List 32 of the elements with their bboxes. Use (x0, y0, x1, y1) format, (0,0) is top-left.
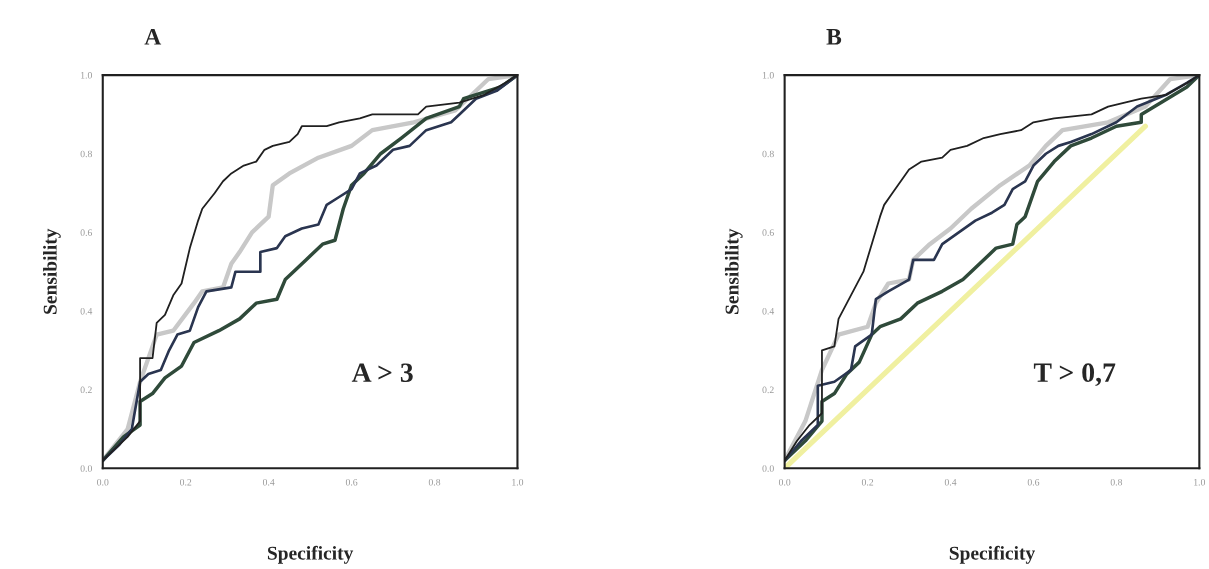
x-tick-label: 0.4 (262, 478, 275, 486)
x-axis-title: Specificity (267, 545, 354, 564)
y-tick-label: 0.8 (762, 150, 774, 158)
chart-title: B (826, 29, 842, 45)
y-tick-label: 0.0 (80, 465, 92, 472)
y-tick-label: 0.6 (762, 229, 774, 236)
x-tick-label: 0.2 (861, 478, 874, 486)
x-tick-label: 0.6 (1027, 478, 1040, 486)
x-tick-label: 1.0 (512, 478, 524, 486)
y-tick-label: 0.2 (80, 386, 92, 394)
x-tick-label: 0.4 (944, 478, 957, 486)
chart-title: A (144, 28, 162, 45)
x-tick-label: 0.8 (428, 478, 441, 486)
x-tick-label: 0.2 (180, 478, 192, 486)
x-tick-label: 0.0 (97, 478, 109, 486)
x-tick-label: 0.0 (778, 478, 791, 486)
annotation: T > 0,7 (1033, 363, 1116, 387)
y-tick-label: 1.0 (81, 72, 92, 79)
annotation: A > 3 (351, 363, 413, 383)
y-tick-label: 0.4 (762, 307, 775, 315)
y-tick-label: 0.0 (762, 465, 774, 472)
y-tick-label: 1.0 (762, 72, 774, 79)
y-axis-title: Sensibility (724, 228, 743, 314)
x-tick-label: 0.6 (345, 478, 358, 486)
y-tick-label: 0.4 (80, 307, 93, 315)
y-tick-label: 0.8 (80, 150, 92, 158)
x-tick-label: 0.8 (1110, 478, 1123, 486)
x-tick-label: 1.0 (1194, 478, 1206, 486)
x-axis-title: Specificity (949, 545, 1035, 564)
y-tick-label: 0.6 (80, 229, 93, 236)
y-axis-title: Sensibility (43, 228, 61, 314)
y-tick-label: 0.2 (762, 386, 774, 394)
